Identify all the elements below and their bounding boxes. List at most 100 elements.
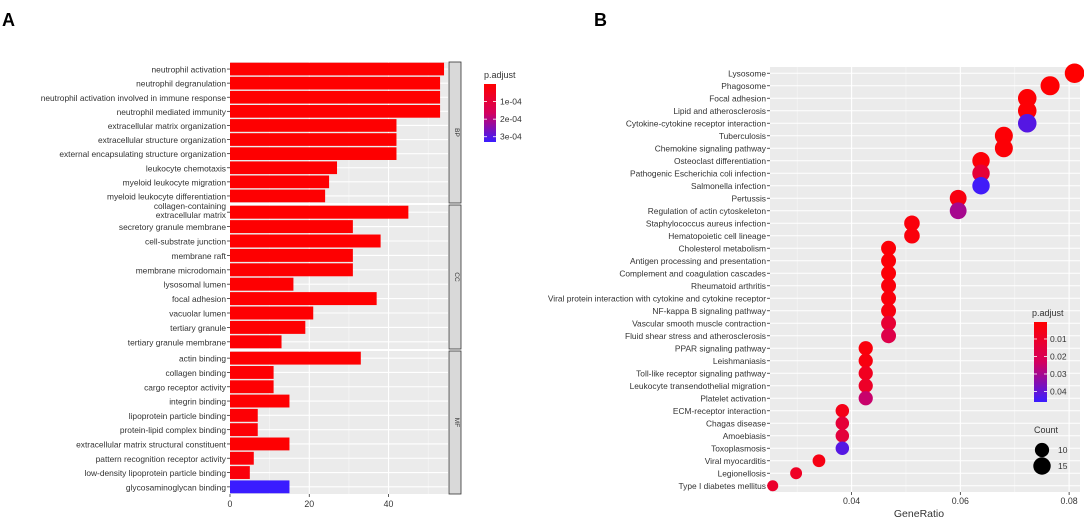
category-label: cell-substrate junction bbox=[145, 237, 226, 247]
category-label: extracellular matrix structural constitu… bbox=[76, 439, 227, 449]
data-point bbox=[835, 441, 850, 455]
data-point bbox=[858, 366, 873, 381]
data-point bbox=[904, 215, 920, 232]
facet-strip bbox=[448, 350, 462, 495]
pathway-label: Leukocyte transendothelial migration bbox=[630, 381, 767, 391]
data-point bbox=[858, 378, 873, 393]
x-tick-label: 0.08 bbox=[1061, 496, 1078, 506]
size-legend-label: 15 bbox=[1058, 461, 1068, 471]
data-point bbox=[835, 404, 850, 418]
legend-colorbar bbox=[484, 84, 496, 142]
pathway-label: Cytokine-cytokine receptor interaction bbox=[626, 118, 766, 128]
bar bbox=[230, 437, 290, 451]
bar bbox=[230, 423, 258, 437]
category-label: myeloid leukocyte differentiation bbox=[107, 191, 226, 201]
bar bbox=[230, 105, 441, 118]
category-label: extracellular matrix bbox=[156, 210, 227, 220]
data-point bbox=[835, 416, 850, 430]
pathway-label: Cholesterol metabolism bbox=[678, 243, 766, 253]
category-label: neutrophil mediated immunity bbox=[117, 107, 227, 117]
bar bbox=[230, 366, 274, 379]
pathway-label: Phagosome bbox=[721, 81, 766, 91]
data-point bbox=[994, 126, 1013, 145]
category-label: tertiary granule membrane bbox=[128, 337, 227, 347]
x-tick-label: 20 bbox=[304, 499, 314, 509]
bar bbox=[230, 76, 441, 90]
pathway-label: Amoebiasis bbox=[723, 431, 766, 441]
x-axis-title: GeneRatio bbox=[894, 508, 944, 520]
bar bbox=[230, 234, 381, 248]
bar bbox=[230, 248, 353, 262]
category-label: lipoprotein particle binding bbox=[129, 411, 227, 421]
data-point bbox=[949, 189, 967, 207]
legend-label: 0.02 bbox=[1050, 351, 1067, 361]
data-point bbox=[1017, 113, 1037, 133]
data-point bbox=[881, 240, 897, 256]
size-legend-title: Count bbox=[1034, 425, 1059, 435]
data-point bbox=[972, 152, 990, 170]
pathway-label: Tuberculosis bbox=[719, 131, 766, 141]
bar bbox=[230, 351, 361, 365]
legend-colorbar bbox=[1034, 322, 1047, 402]
bar bbox=[230, 277, 294, 291]
category-label: neutrophil degranulation bbox=[136, 79, 226, 89]
pathway-label: Salmonella infection bbox=[691, 181, 766, 191]
bar bbox=[230, 292, 377, 306]
pathway-label: ECM-receptor interaction bbox=[673, 406, 766, 416]
panel-label-b: B bbox=[594, 10, 607, 30]
data-point bbox=[881, 315, 897, 331]
facet-strip-label: MF bbox=[453, 418, 460, 427]
facet-strip-label: BP bbox=[453, 128, 460, 137]
size-legend-label: 10 bbox=[1058, 445, 1068, 455]
pathway-label: Rheumatoid arthritis bbox=[691, 281, 766, 291]
pathway-label: Complement and coagulation cascades bbox=[619, 268, 766, 278]
category-label: actin binding bbox=[179, 354, 226, 364]
data-point bbox=[767, 480, 779, 492]
category-label: glycosaminoglycan binding bbox=[126, 482, 226, 492]
category-label: integrin binding bbox=[169, 397, 226, 407]
pathway-label: Platelet activation bbox=[700, 393, 766, 403]
pathway-label: Chemokine signaling pathway bbox=[655, 143, 767, 153]
pathway-label: Regulation of actin cytoskeleton bbox=[648, 206, 767, 216]
bar bbox=[230, 380, 274, 394]
data-point bbox=[858, 341, 873, 356]
category-label: lysosomal lumen bbox=[164, 280, 227, 290]
data-point bbox=[881, 328, 897, 344]
legend-title: p.adjust bbox=[1032, 308, 1064, 318]
category-label: protein-lipid complex binding bbox=[120, 425, 226, 435]
category-label: vacuolar lumen bbox=[169, 309, 226, 319]
bar bbox=[230, 189, 326, 203]
facet-strip bbox=[448, 61, 462, 204]
bar bbox=[230, 90, 441, 104]
data-point bbox=[881, 253, 897, 269]
category-label: extracellular structure organization bbox=[98, 135, 226, 145]
plot-panel-bg bbox=[770, 67, 1080, 492]
x-tick-label: 0.04 bbox=[843, 496, 860, 506]
data-point bbox=[881, 290, 897, 306]
legend-label: 0.03 bbox=[1050, 369, 1067, 379]
data-point bbox=[812, 454, 826, 468]
data-point bbox=[972, 164, 990, 182]
category-label: pattern recognition receptor activity bbox=[96, 454, 227, 464]
category-label: tertiary granule bbox=[170, 323, 226, 333]
bar bbox=[230, 451, 254, 465]
size-legend-dot bbox=[1033, 457, 1051, 475]
pathway-label: Viral myocarditis bbox=[705, 456, 766, 466]
legend-label: 1e-04 bbox=[500, 97, 522, 107]
category-label: neutrophil activation bbox=[152, 65, 227, 75]
data-point bbox=[858, 391, 873, 406]
facet-strip-label: CC bbox=[453, 272, 460, 282]
pathway-label: Viral protein interaction with cytokine … bbox=[548, 293, 766, 303]
bar bbox=[230, 394, 290, 408]
pathway-label: Chagas disease bbox=[706, 418, 766, 428]
category-label: collagen-containing bbox=[154, 201, 227, 211]
data-point bbox=[904, 227, 920, 244]
bar bbox=[230, 263, 353, 277]
category-label: neutrophil activation involved in immune… bbox=[41, 93, 227, 103]
pathway-label: Osteoclast differentiation bbox=[674, 156, 766, 166]
pathway-label: Type I diabetes mellitus bbox=[678, 481, 766, 491]
bar bbox=[230, 147, 397, 160]
category-label: focal adhesion bbox=[172, 294, 226, 304]
pathway-label: Antigen processing and presentation bbox=[630, 256, 766, 266]
